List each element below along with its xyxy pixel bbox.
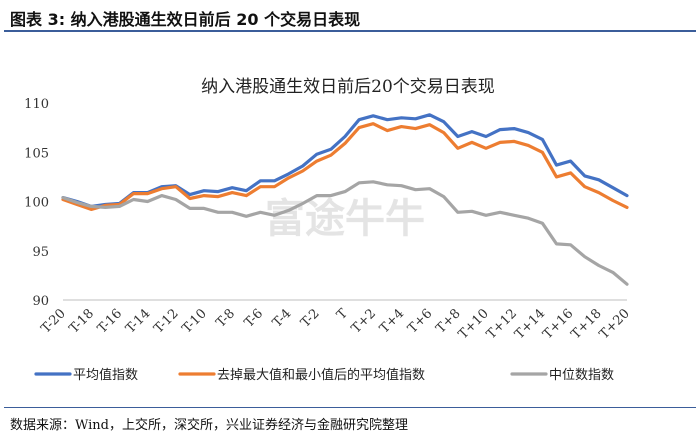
x-tick-label: T-6 bbox=[242, 306, 267, 331]
legend: 平均值指数 去掉最大值和最小值后的平均值指数 中位数指数 bbox=[34, 367, 614, 383]
x-tick-label: T+6 bbox=[405, 306, 435, 336]
legend-label: 去掉最大值和最小值后的平均值指数 bbox=[217, 367, 425, 383]
watermark: 富途牛牛 bbox=[265, 196, 425, 242]
y-tick-label: 95 bbox=[32, 245, 49, 260]
y-tick-label: 110 bbox=[24, 97, 49, 112]
x-tick-label: T-16 bbox=[95, 306, 125, 336]
series-line-2 bbox=[61, 122, 629, 211]
x-tick-label: T+2 bbox=[349, 306, 379, 336]
x-tick-label: T+20 bbox=[597, 306, 633, 342]
x-tick-label: T bbox=[334, 306, 351, 323]
chart-title: 纳入港股通生效日前后20个交易日表现 bbox=[201, 77, 495, 97]
footer-divider bbox=[4, 407, 696, 408]
legend-label: 中位数指数 bbox=[549, 368, 614, 383]
x-tick-label: T-18 bbox=[67, 306, 97, 336]
x-tick-label: T+4 bbox=[377, 306, 407, 336]
x-tick-label: T+10 bbox=[456, 306, 492, 342]
x-tick-label: T+14 bbox=[512, 306, 548, 342]
source-note: 数据来源：Wind，上交所，深交所，兴业证券经济与金融研究院整理 bbox=[10, 418, 408, 433]
series-line-3 bbox=[61, 180, 629, 286]
x-tick-label: T-8 bbox=[214, 306, 239, 331]
header-divider bbox=[4, 30, 696, 32]
x-tick-label: T+18 bbox=[568, 306, 604, 342]
x-tick-label: T-14 bbox=[123, 306, 153, 336]
x-tick-label: T-10 bbox=[179, 306, 209, 336]
figure-caption: 图表 3: 纳入港股通生效日前后 20 个交易日表现 bbox=[10, 10, 361, 29]
x-tick-label: T-20 bbox=[38, 306, 68, 336]
y-axis-tick-labels: 90 95 100 105 110 bbox=[24, 97, 49, 309]
legend-label: 平均值指数 bbox=[73, 367, 138, 383]
y-tick-label: 90 bbox=[32, 294, 49, 309]
x-tick-label: T-4 bbox=[270, 306, 295, 331]
x-tick-label: T-2 bbox=[298, 306, 323, 331]
series-lines bbox=[61, 113, 629, 286]
x-axis-tick-labels: T-20T-18T-16T-14T-12T-10 T-8 T-6 T-4 T-2 TT+2… bbox=[38, 306, 632, 342]
y-tick-label: 100 bbox=[24, 196, 49, 211]
x-tick-label: T-12 bbox=[151, 306, 181, 336]
x-tick-label: T+12 bbox=[484, 306, 520, 342]
x-tick-label: T+16 bbox=[540, 306, 576, 342]
y-tick-label: 105 bbox=[24, 146, 49, 161]
